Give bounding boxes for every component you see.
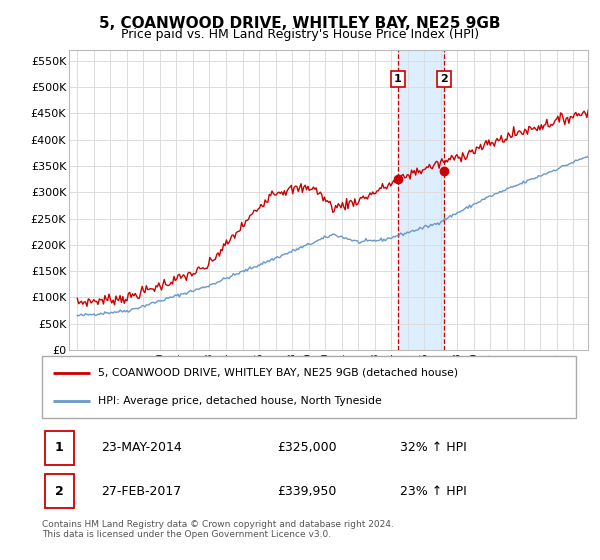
- Text: Contains HM Land Registry data © Crown copyright and database right 2024.
This d: Contains HM Land Registry data © Crown c…: [42, 520, 394, 539]
- Text: 27-FEB-2017: 27-FEB-2017: [101, 484, 181, 498]
- Text: 23-MAY-2014: 23-MAY-2014: [101, 441, 181, 454]
- Text: Price paid vs. HM Land Registry's House Price Index (HPI): Price paid vs. HM Land Registry's House …: [121, 28, 479, 41]
- FancyBboxPatch shape: [44, 431, 74, 465]
- Text: 32% ↑ HPI: 32% ↑ HPI: [400, 441, 467, 454]
- Text: 1: 1: [55, 441, 64, 454]
- Text: £339,950: £339,950: [277, 484, 337, 498]
- Text: 5, COANWOOD DRIVE, WHITLEY BAY, NE25 9GB (detached house): 5, COANWOOD DRIVE, WHITLEY BAY, NE25 9GB…: [98, 367, 458, 377]
- Text: 2: 2: [55, 484, 64, 498]
- Text: HPI: Average price, detached house, North Tyneside: HPI: Average price, detached house, Nort…: [98, 396, 382, 407]
- Text: 23% ↑ HPI: 23% ↑ HPI: [400, 484, 467, 498]
- FancyBboxPatch shape: [42, 356, 576, 418]
- FancyBboxPatch shape: [44, 474, 74, 508]
- Text: £325,000: £325,000: [277, 441, 337, 454]
- Bar: [398, 50, 443, 350]
- Text: 1: 1: [394, 74, 401, 85]
- Text: 2: 2: [440, 74, 448, 85]
- Text: 5, COANWOOD DRIVE, WHITLEY BAY, NE25 9GB: 5, COANWOOD DRIVE, WHITLEY BAY, NE25 9GB: [99, 16, 501, 31]
